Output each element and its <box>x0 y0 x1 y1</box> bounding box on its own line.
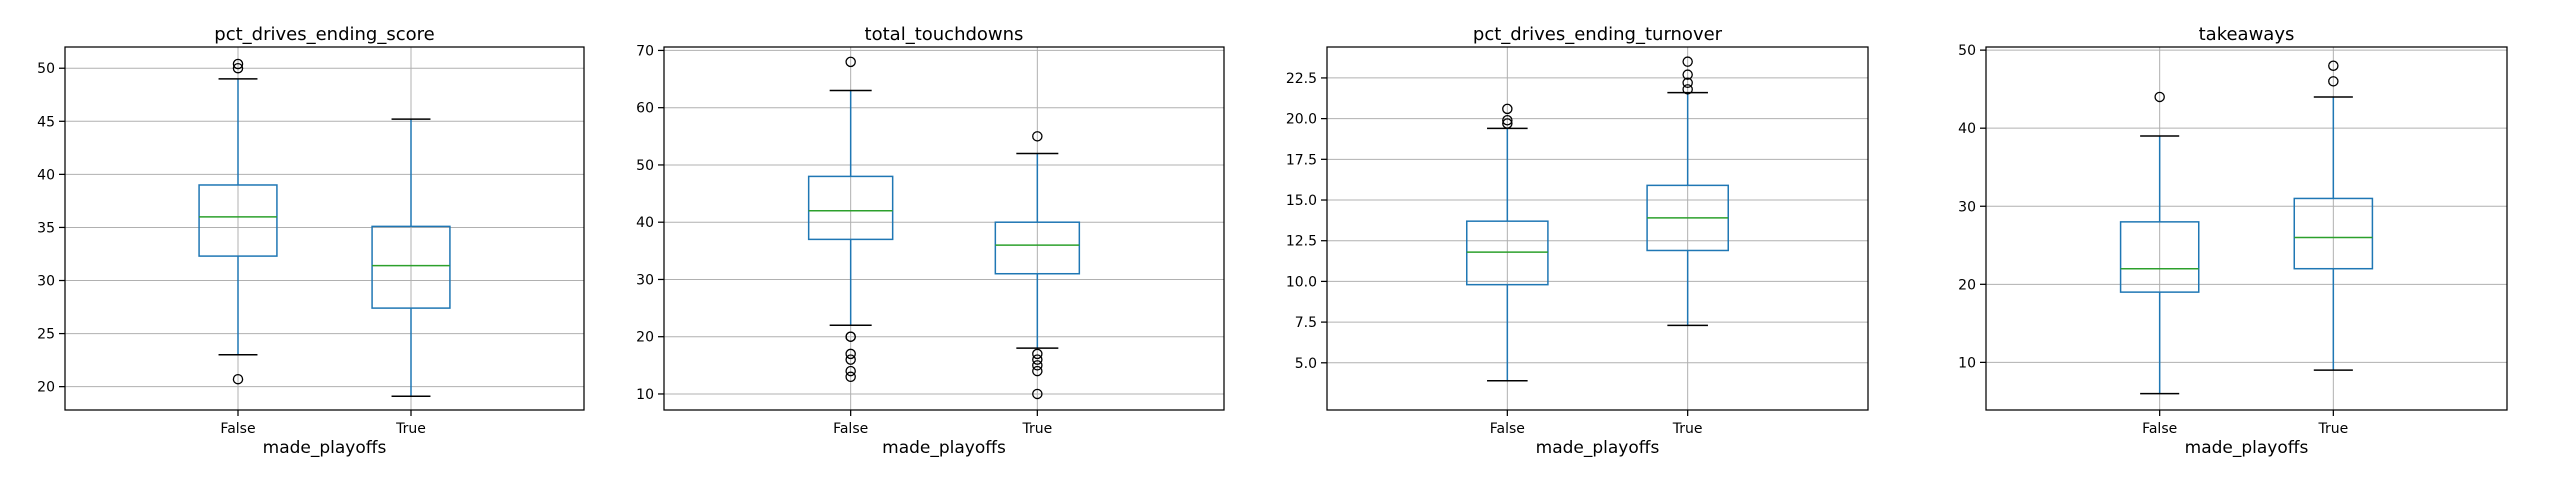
axes-frame <box>1326 46 1869 411</box>
box-false <box>1466 103 1549 382</box>
y-tick-label: 50 <box>1958 43 1976 59</box>
outlier-point <box>1032 131 1043 142</box>
x-tick-label: False <box>833 421 868 437</box>
y-tick-label: 20.0 <box>1286 112 1317 128</box>
box-false <box>2119 91 2200 395</box>
box-true <box>371 118 451 397</box>
outlier-point <box>2328 76 2339 87</box>
outlier-point <box>845 365 856 377</box>
x-axis-label: made_playoffs <box>263 438 387 458</box>
y-tick-label: 12.5 <box>1286 234 1317 250</box>
outlier-point <box>1502 118 1513 129</box>
outlier-point <box>232 58 244 70</box>
x-tick-label: True <box>395 421 426 437</box>
x-axis-label: made_playoffs <box>1536 438 1660 458</box>
y-tick-label: 5.0 <box>1295 356 1317 372</box>
box-true <box>1646 56 1729 327</box>
x-tick-label: True <box>1021 421 1052 437</box>
chart-title: pct_drives_ending_turnover <box>1473 24 1723 45</box>
outlier-point <box>1032 360 1043 371</box>
chart-title: takeaways <box>2199 24 2295 45</box>
y-tick-label: 60 <box>636 101 654 117</box>
x-tick-label: True <box>1672 421 1703 437</box>
axes-frame <box>64 46 585 411</box>
outlier-point <box>1682 56 1693 67</box>
x-tick-label: False <box>220 421 255 437</box>
outlier-point <box>1032 348 1043 360</box>
outlier-point <box>845 348 856 360</box>
iqr-box <box>994 221 1081 275</box>
outlier-point <box>1032 365 1043 377</box>
box-false <box>807 56 894 383</box>
outlier-point <box>232 62 244 74</box>
outlier-point <box>232 373 244 385</box>
y-tick-label: 10 <box>636 387 654 403</box>
y-tick-label: 17.5 <box>1286 152 1317 168</box>
axes-frame <box>663 46 1225 411</box>
outlier-point <box>845 331 856 342</box>
y-tick-label: 40 <box>636 215 654 231</box>
outlier-point <box>1682 69 1693 80</box>
outlier-point <box>1032 388 1043 400</box>
outlier-point <box>1502 115 1513 126</box>
outlier-point <box>2154 91 2165 103</box>
x-tick-label: False <box>2142 421 2177 437</box>
y-tick-label: 25 <box>37 327 55 343</box>
y-tick-label: 7.5 <box>1295 315 1317 331</box>
chart-panel-2: 10 20 30 40 50 60 70 False True total_touchdownsm… <box>636 24 1225 458</box>
iqr-box <box>2119 221 2200 293</box>
outlier-point <box>2328 60 2339 71</box>
chart-title: pct_drives_ending_score <box>214 24 434 45</box>
y-tick-label: 20 <box>1958 277 1976 293</box>
y-tick-label: 70 <box>636 43 654 59</box>
outlier-point <box>1032 354 1043 365</box>
box-true <box>2293 60 2374 371</box>
y-tick-label: 20 <box>37 380 55 396</box>
y-tick-label: 35 <box>37 220 55 236</box>
y-tick-label: 10.0 <box>1286 274 1317 290</box>
x-axis-label: made_playoffs <box>2185 438 2309 458</box>
outlier-point <box>1502 103 1513 115</box>
chart-title: total_touchdowns <box>865 24 1024 45</box>
y-tick-label: 50 <box>37 61 55 77</box>
iqr-box <box>198 184 278 257</box>
y-tick-label: 22.5 <box>1286 71 1317 87</box>
axes-frame <box>1985 46 2508 411</box>
iqr-box <box>371 225 451 309</box>
iqr-box <box>1466 220 1549 286</box>
x-tick-label: True <box>2317 421 2348 437</box>
chart-panel-4: 10 20 30 40 50 False True takeaways made_playoff… <box>1958 24 2508 458</box>
box-false <box>198 58 278 385</box>
y-tick-label: 20 <box>636 330 654 346</box>
outlier-point <box>1682 84 1693 95</box>
iqr-box <box>807 175 894 241</box>
x-tick-label: False <box>1490 421 1525 437</box>
iqr-box <box>2293 197 2374 270</box>
x-axis-label: made_playoffs <box>882 438 1006 458</box>
y-tick-label: 30 <box>37 274 55 290</box>
y-tick-label: 30 <box>636 272 654 288</box>
outlier-point <box>845 354 856 365</box>
y-tick-label: 40 <box>1958 121 1976 137</box>
y-tick-label: 10 <box>1958 355 1976 371</box>
y-tick-label: 45 <box>37 114 55 130</box>
outlier-point <box>1682 77 1693 89</box>
outlier-point <box>845 56 856 68</box>
chart-panel-3: 5.0 7.5 10.0 12.5 15.0 17.5 20.0 22.5 False True p… <box>1286 24 1869 458</box>
y-tick-label: 40 <box>37 167 55 183</box>
chart-panel-1: 20 25 30 35 40 45 50 False True pct_drives_ending… <box>37 24 585 458</box>
y-tick-label: 50 <box>636 158 654 174</box>
y-tick-label: 15.0 <box>1286 193 1317 209</box>
outlier-point <box>845 371 856 383</box>
box-true <box>994 131 1081 400</box>
y-tick-label: 30 <box>1958 199 1976 215</box>
